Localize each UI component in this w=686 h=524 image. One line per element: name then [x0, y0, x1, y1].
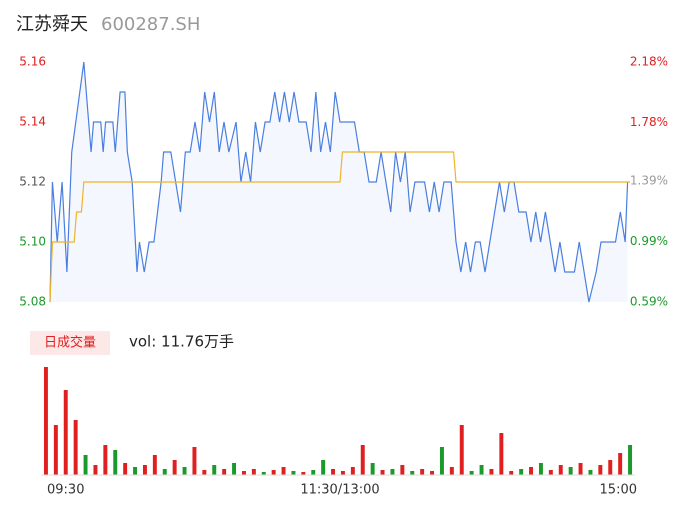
stock-name: 江苏舜天: [16, 14, 88, 35]
volume-bar: [489, 469, 494, 475]
volume-bar: [350, 467, 355, 475]
volume-bar: [410, 471, 415, 475]
volume-bar: [152, 455, 157, 475]
volume-bar: [588, 470, 593, 475]
volume-bar: [548, 470, 553, 475]
volume-bar: [598, 465, 603, 475]
y2-tick-label: 1.78%: [630, 115, 668, 129]
volume-bar: [182, 467, 187, 475]
volume-bar: [83, 455, 88, 475]
x-tick-label: 09:30: [47, 483, 84, 498]
volume-bar: [400, 465, 405, 475]
volume-bar: [430, 471, 435, 475]
volume-bar: [360, 445, 365, 475]
volume-bar: [261, 472, 266, 475]
y-tick-label: 5.12: [19, 175, 46, 189]
y2-tick-label: 0.99%: [630, 234, 668, 248]
volume-bar: [281, 467, 286, 475]
volume-bar: [251, 469, 256, 475]
volume-bar: [172, 460, 177, 475]
y2-tick-label: 1.39%: [630, 174, 668, 188]
volume-bar: [469, 471, 474, 475]
volume-bar: [192, 447, 197, 475]
volume-bar: [291, 471, 296, 475]
volume-bar: [113, 450, 118, 475]
volume-bar: [321, 460, 326, 475]
volume-bar: [103, 445, 108, 475]
y-tick-label: 5.10: [19, 235, 46, 249]
volume-bar: [608, 460, 613, 475]
volume-bar: [380, 470, 385, 475]
volume-bar: [499, 433, 504, 475]
volume-bar: [202, 470, 207, 475]
volume-bar: [618, 453, 623, 475]
volume-bar: [133, 467, 138, 475]
volume-bar: [370, 463, 375, 475]
volume-bar: [538, 463, 543, 475]
volume-bar: [390, 469, 395, 475]
volume-legend-bg: [30, 331, 110, 355]
volume-bar: [558, 465, 563, 475]
volume-bar: [63, 390, 68, 475]
volume-bar: [529, 467, 534, 475]
volume-bar: [578, 463, 583, 475]
volume-bar: [162, 469, 167, 475]
y-tick-label: 5.08: [19, 295, 46, 309]
volume-bar: [241, 471, 246, 475]
volume-bar: [628, 445, 633, 475]
volume-bar: [222, 469, 227, 475]
volume-bar: [271, 470, 276, 475]
volume-legend: 日成交量: [44, 335, 96, 351]
average-line: [49, 151, 630, 303]
volume-bar: [439, 447, 444, 475]
volume-bar: [73, 420, 78, 475]
volume-bar: [519, 469, 524, 475]
volume-bar: [301, 472, 306, 475]
x-tick-label: 15:00: [600, 483, 637, 498]
volume-bar: [420, 469, 425, 475]
y2-tick-label: 0.59%: [630, 295, 668, 309]
volume-bar: [449, 467, 454, 475]
volume-value: vol: 11.76万手: [129, 333, 234, 351]
price-line: [49, 61, 629, 303]
volume-bar: [479, 465, 484, 475]
volume-bar: [142, 465, 147, 475]
volume-bar: [568, 467, 573, 475]
volume-bar: [43, 367, 48, 475]
volume-bar: [311, 470, 316, 475]
y-tick-label: 5.16: [19, 55, 46, 69]
stock-code: 600287.SH: [101, 14, 200, 35]
x-tick-label: 11:30/13:00: [300, 483, 379, 498]
volume-bar: [53, 425, 58, 475]
y-tick-label: 5.14: [19, 115, 46, 129]
volume-bar: [509, 471, 514, 475]
volume-bar: [331, 469, 336, 475]
volume-bar: [212, 465, 217, 475]
volume-bar: [93, 465, 98, 475]
volume-bar: [232, 463, 237, 475]
y2-tick-label: 2.18%: [630, 55, 668, 69]
volume-bar: [123, 463, 128, 475]
volume-bar: [340, 471, 345, 475]
volume-bar: [459, 425, 464, 475]
